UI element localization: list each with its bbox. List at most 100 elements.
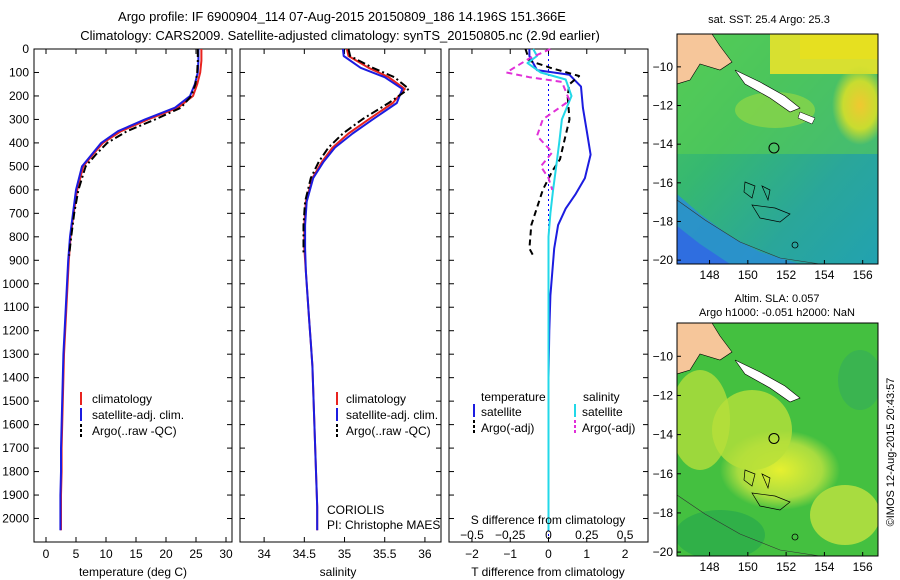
figure-title-line2: Climatology: CARS2009. Satellite-adjuste… [80, 28, 600, 43]
map-x-tick-label: 156 [853, 268, 873, 282]
y-tick-label: 1600 [2, 418, 29, 432]
y-tick-label: 1900 [2, 488, 29, 502]
x-tick-label: 1 [583, 547, 590, 561]
map-y-tick-label: −14 [653, 428, 674, 442]
y-tick-label: 1400 [2, 371, 29, 385]
x-tick-label: −1 [503, 547, 517, 561]
y-tick-label: 700 [9, 206, 29, 220]
legend-label-climatology: climatology [346, 392, 406, 406]
sst-map-axes: 148 150 152 154 156 −10 −12 −14 −16 −18 −20 [653, 60, 873, 282]
y-tick-label: 1000 [2, 277, 29, 291]
x-tick-label: 34.5 [293, 547, 317, 561]
s-tick-label: 0.25 [575, 528, 599, 542]
salinity-plot-frame [239, 48, 442, 543]
series-line-satellite-adj-clim [304, 48, 404, 531]
map-x-tick-label: 152 [776, 560, 796, 574]
map-y-tick-label: −20 [653, 545, 674, 559]
temperature-profiles [59, 49, 203, 531]
legend-label-t-satellite: satellite [481, 405, 522, 419]
legend-label-t-argo: Argo(-adj) [481, 421, 534, 435]
map-y-tick-label: −18 [653, 506, 674, 520]
s-tick-label: −0.5 [460, 528, 484, 542]
sla-map-panel: Altim. SLA: 0.057 Argo h1000: -0.051 h20… [653, 293, 879, 574]
y-tick-label: 1500 [2, 394, 29, 408]
legend-label-satellite: satellite-adj. clim. [346, 408, 438, 422]
sla-map-axes: 148 150 152 154 156 −10 −12 −14 −16 −18 −20 [653, 349, 873, 574]
series-line-salinity-argo [505, 48, 571, 191]
y-tick-label: 900 [9, 253, 29, 267]
sst-map-frame [676, 33, 879, 265]
map-y-tick-label: −10 [653, 349, 674, 363]
y-tick-label: 500 [9, 159, 29, 173]
x-tick-label: 10 [99, 547, 113, 561]
s-difference-x-axis: −0.5 −0.25 0 0.25 0.5 [460, 528, 634, 542]
t-difference-x-label: T difference from climatology [471, 565, 625, 579]
legend-label-s-argo: Argo(-adj) [582, 421, 635, 435]
map-x-tick-label: 154 [814, 268, 834, 282]
map-y-tick-label: −18 [653, 214, 674, 228]
temperature-x-axis: 0 5 10 15 20 25 30 [43, 49, 233, 561]
legend-header-temperature: temperature [481, 390, 546, 404]
difference-profiles [505, 48, 592, 531]
map-y-tick-label: −16 [653, 176, 674, 190]
y-tick-label: 800 [9, 230, 29, 244]
y-tick-label: 400 [9, 136, 29, 150]
map-y-tick-label: −14 [653, 137, 674, 151]
map-x-tick-label: 156 [853, 560, 873, 574]
x-tick-label: 5 [73, 547, 80, 561]
x-tick-label: 15 [129, 547, 143, 561]
depth-axis: 0 100 200 300 400 500 600 700 800 900 1000 1100 1200… [2, 42, 232, 526]
map-y-tick-label: −12 [653, 388, 674, 402]
series-line-argo-raw-qc [68, 49, 199, 256]
y-tick-label: 1800 [2, 465, 29, 479]
sla-map-field [677, 323, 878, 556]
y-tick-label: 1700 [2, 441, 29, 455]
y-tick-label: 0 [22, 42, 29, 56]
legend-label-satellite: satellite-adj. clim. [92, 408, 184, 422]
sst-map-field [677, 34, 878, 264]
x-tick-label: 20 [159, 547, 173, 561]
map-y-tick-label: −20 [653, 253, 674, 267]
salinity-legend: climatology satellite-adj. clim. Argo(..… [336, 392, 438, 438]
map-x-tick-label: 148 [700, 560, 720, 574]
x-tick-label: 35 [338, 547, 352, 561]
difference-panel: −2 −1 0 1 2 −0.5 −0.25 0 0.25 0.5 T difference f… [448, 48, 649, 579]
temperature-legend: climatology satellite-adj. clim. Argo(..… [80, 392, 184, 438]
difference-legend: temperature salinity satellite Argo(-adj… [473, 390, 635, 435]
institution-label: CORIOLIS [327, 503, 384, 517]
y-tick-label: 300 [9, 112, 29, 126]
x-tick-label: 0 [545, 547, 552, 561]
y-tick-label: 1200 [2, 324, 29, 338]
x-tick-label: 25 [189, 547, 203, 561]
map-x-tick-label: 150 [738, 560, 758, 574]
y-tick-label: 600 [9, 183, 29, 197]
temperature-x-label: temperature (deg C) [79, 565, 187, 579]
x-tick-label: 36 [418, 547, 432, 561]
pi-label: PI: Christophe MAES [327, 518, 440, 532]
sst-map-panel: sat. SST: 25.4 Argo: 25.3 148 150 152 154 15… [653, 14, 879, 282]
x-tick-label: 30 [219, 547, 233, 561]
y-tick-label: 100 [9, 65, 29, 79]
figure-title-line1: Argo profile: IF 6900904_114 07-Aug-2015… [118, 9, 566, 24]
series-line-argo-raw-qc [302, 48, 410, 254]
legend-label-argo: Argo(..raw -QC) [346, 424, 431, 438]
salinity-panel: 34 34.5 35 35.5 36 salinity climatology sate… [239, 48, 442, 579]
temperature-panel: 0 100 200 300 400 500 600 700 800 900 1000 1100 1200… [2, 42, 233, 579]
salinity-profiles [302, 48, 410, 531]
legend-label-s-satellite: satellite [582, 405, 623, 419]
map-y-tick-label: −12 [653, 99, 674, 113]
x-tick-label: 34 [257, 547, 271, 561]
x-tick-label: 35.5 [373, 547, 397, 561]
y-tick-label: 200 [9, 89, 29, 103]
s-difference-x-label: S difference from climatology [471, 513, 626, 527]
t-difference-x-axis: −2 −1 0 1 2 [449, 48, 648, 561]
s-tick-label: 0 [545, 528, 552, 542]
x-tick-label: 2 [622, 547, 629, 561]
salinity-x-axis: 34 34.5 35 35.5 36 [240, 48, 441, 561]
sla-map-subtitle: Argo h1000: -0.051 h2000: NaN [699, 307, 855, 319]
map-y-tick-label: −10 [653, 60, 674, 74]
y-tick-label: 1100 [3, 300, 29, 314]
y-tick-label: 2000 [2, 512, 29, 526]
s-tick-label: 0.5 [617, 528, 634, 542]
